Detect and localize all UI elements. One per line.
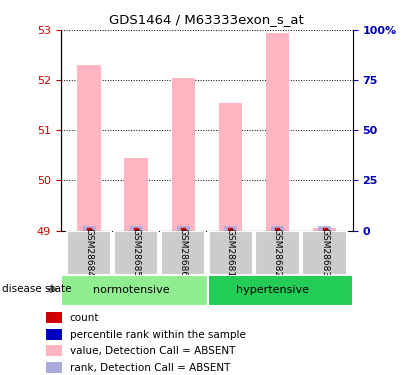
Bar	[318, 226, 331, 231]
Text: rank, Detection Call = ABSENT: rank, Detection Call = ABSENT	[70, 363, 230, 373]
Bar	[46, 345, 62, 356]
Bar	[219, 103, 242, 231]
Bar	[46, 328, 62, 340]
Bar	[114, 231, 158, 274]
Text: normotensive: normotensive	[93, 285, 170, 295]
Title: GDS1464 / M63333exon_s_at: GDS1464 / M63333exon_s_at	[110, 13, 304, 26]
Bar	[271, 226, 284, 231]
Bar	[46, 312, 62, 323]
Bar	[67, 231, 111, 274]
Text: count: count	[70, 313, 99, 323]
Bar	[161, 231, 205, 274]
Bar	[255, 231, 299, 274]
Bar	[208, 274, 353, 306]
Bar	[313, 228, 336, 231]
Text: value, Detection Call = ABSENT: value, Detection Call = ABSENT	[70, 346, 235, 356]
Text: GSM28683: GSM28683	[320, 228, 329, 277]
Text: GSM28682: GSM28682	[273, 228, 282, 277]
Bar	[171, 78, 195, 231]
Text: hypertensive: hypertensive	[236, 285, 309, 295]
Text: disease state: disease state	[2, 285, 71, 294]
Bar	[83, 226, 96, 231]
Bar	[208, 231, 252, 274]
Bar	[266, 33, 289, 231]
Text: GSM28684: GSM28684	[85, 228, 94, 277]
Bar	[130, 226, 143, 231]
Bar	[124, 158, 148, 231]
Bar	[177, 226, 190, 231]
Bar	[302, 231, 346, 274]
Text: GSM28685: GSM28685	[132, 228, 141, 277]
Bar	[46, 362, 62, 373]
Text: percentile rank within the sample: percentile rank within the sample	[70, 330, 246, 340]
Bar	[77, 65, 101, 231]
Text: GSM28686: GSM28686	[179, 228, 188, 277]
Bar	[224, 226, 237, 231]
Text: GSM28681: GSM28681	[226, 228, 235, 277]
Bar	[61, 274, 208, 306]
